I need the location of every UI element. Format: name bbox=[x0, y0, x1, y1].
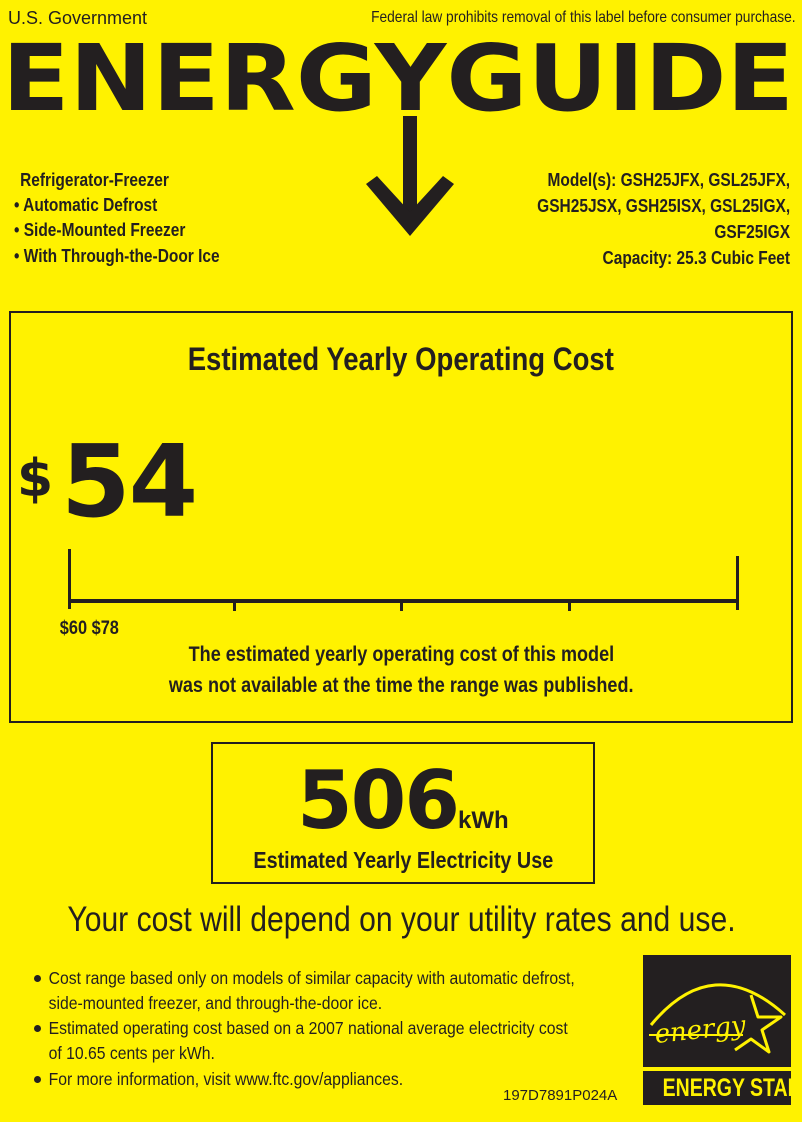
energyguide-title-text: ENERGYGUIDE bbox=[2, 36, 794, 132]
models-line-2: GSH25JSX, GSH25ISX, GSL25IGX, bbox=[537, 196, 790, 216]
operating-cost-heading: Estimated Yearly Operating Cost bbox=[187, 341, 615, 377]
electricity-value-row: 506kWh bbox=[297, 754, 509, 847]
down-arrow-icon bbox=[366, 116, 454, 236]
electricity-use-box: 506kWh Estimated Yearly Electricity Use bbox=[211, 742, 595, 884]
scale-tick bbox=[233, 599, 236, 611]
feature-1: • Automatic Defrost bbox=[14, 195, 158, 215]
appliance-type: Refrigerator-Freezer bbox=[20, 170, 169, 190]
capacity: Capacity: 25.3 Cubic Feet bbox=[602, 248, 790, 268]
label-code: 197D7891P024A bbox=[503, 1087, 618, 1104]
cost-note-line-2: was not available at the time the range … bbox=[168, 674, 634, 697]
bullet-2: Estimated operating cost based on a 2007… bbox=[34, 1016, 627, 1066]
energy-star-icon: energy bbox=[643, 955, 791, 1067]
scale-tick bbox=[568, 599, 571, 611]
energy-star-logo: energy ENERGY STAR bbox=[643, 955, 802, 1105]
bullet-1: Cost range based only on models of simil… bbox=[34, 966, 635, 1016]
cost-range-label: $60 $78 bbox=[59, 618, 119, 639]
electricity-label: Estimated Yearly Electricity Use bbox=[253, 847, 553, 873]
cost-range-scale bbox=[68, 549, 739, 611]
scale-line bbox=[68, 599, 739, 603]
scale-tick bbox=[400, 599, 403, 611]
cost-note-line-1: The estimated yearly operating cost of t… bbox=[188, 643, 614, 666]
models-line-3: GSF25IGX bbox=[714, 222, 790, 242]
operating-cost-box: Estimated Yearly Operating Cost $ 54 $60… bbox=[9, 311, 793, 723]
removal-notice: Federal law prohibits removal of this la… bbox=[371, 9, 796, 26]
electricity-unit: kWh bbox=[458, 807, 509, 834]
cost-value: 54 bbox=[61, 423, 198, 540]
cost-disclaimer: Your cost will depend on your utility ra… bbox=[66, 900, 736, 939]
energy-star-label: ENERGY STAR bbox=[643, 1071, 802, 1105]
energyguide-title: ENERGYGUIDE bbox=[2, 36, 794, 236]
scale-tick-min bbox=[68, 549, 71, 609]
us-government-label: U.S. Government bbox=[8, 8, 148, 28]
cost-currency: $ bbox=[17, 449, 54, 509]
feature-3: • With Through-the-Door Ice bbox=[14, 246, 220, 266]
models-line-1: Model(s): GSH25JFX, GSL25JFX, bbox=[547, 170, 790, 190]
feature-2: • Side-Mounted Freezer bbox=[14, 220, 186, 240]
electricity-value: 506 bbox=[297, 754, 460, 847]
scale-tick-max bbox=[736, 556, 739, 610]
bullet-3: For more information, visit www.ftc.gov/… bbox=[34, 1067, 444, 1092]
